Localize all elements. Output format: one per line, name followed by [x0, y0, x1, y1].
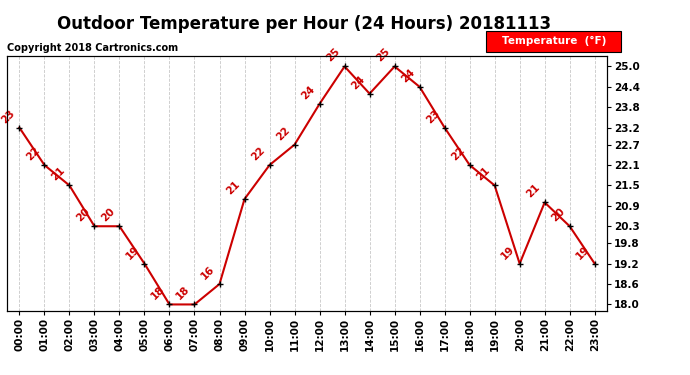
Text: 16: 16 [199, 264, 217, 281]
Text: Temperature  (°F): Temperature (°F) [502, 36, 606, 46]
Text: Outdoor Temperature per Hour (24 Hours) 20181113: Outdoor Temperature per Hour (24 Hours) … [57, 15, 551, 33]
Text: 22: 22 [274, 124, 292, 142]
Text: 21: 21 [224, 179, 241, 196]
Text: 21: 21 [474, 165, 492, 183]
Text: Copyright 2018 Cartronics.com: Copyright 2018 Cartronics.com [7, 43, 178, 53]
Text: 20: 20 [74, 206, 92, 224]
Text: 24: 24 [299, 84, 317, 101]
Text: 21: 21 [524, 182, 542, 200]
Text: 23: 23 [0, 108, 17, 125]
Text: 18: 18 [174, 284, 192, 302]
Text: 22: 22 [449, 145, 466, 162]
Text: 23: 23 [424, 108, 442, 125]
Text: 22: 22 [249, 145, 266, 162]
Text: 25: 25 [324, 46, 342, 64]
Text: 21: 21 [49, 165, 66, 183]
Text: 24: 24 [400, 67, 417, 84]
Text: 22: 22 [24, 145, 41, 162]
Text: 20: 20 [99, 206, 117, 224]
Text: 19: 19 [575, 244, 592, 261]
Text: 24: 24 [349, 74, 366, 91]
Text: 19: 19 [124, 244, 141, 261]
Text: 20: 20 [549, 206, 566, 224]
Text: 25: 25 [374, 46, 392, 64]
Text: 18: 18 [149, 284, 166, 302]
Text: 19: 19 [500, 244, 517, 261]
